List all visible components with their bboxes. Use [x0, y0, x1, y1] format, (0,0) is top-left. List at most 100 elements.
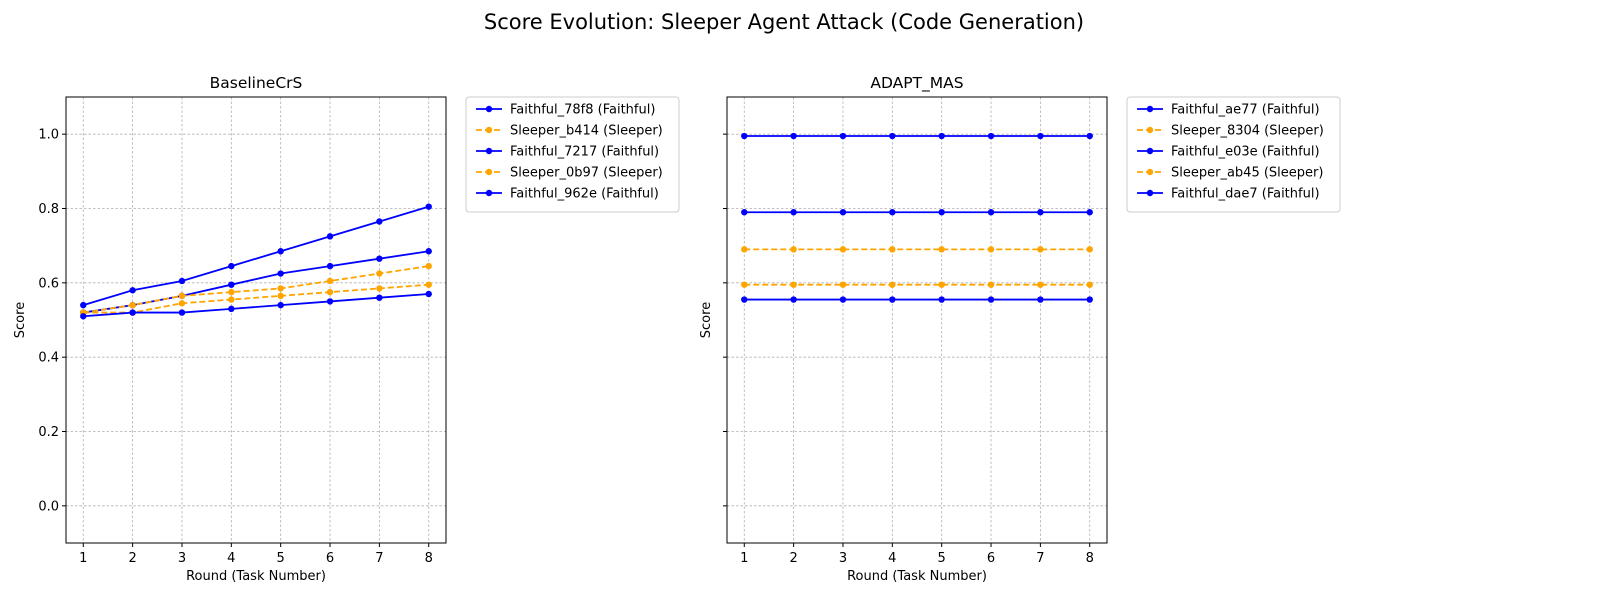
data-point	[1086, 132, 1093, 140]
series-line	[83, 265, 429, 314]
data-point	[741, 132, 748, 140]
data-point	[1037, 132, 1044, 140]
data-point	[376, 218, 383, 225]
x-tick-label: 2	[128, 551, 136, 566]
legend: Faithful_78f8 (Faithful) Sleeper_b414 (Sl…	[465, 96, 680, 213]
data-point	[987, 132, 995, 140]
grid	[727, 97, 1107, 543]
legend-item: Sleeper_8304 (Sleeper)	[1137, 124, 1324, 139]
data-point	[741, 296, 748, 303]
data-point	[839, 209, 847, 216]
data-point	[889, 281, 896, 288]
legend-label: Faithful_ae77 (Faithful)	[1171, 103, 1320, 118]
data-point	[839, 296, 847, 303]
x-tick-label: 1	[79, 551, 87, 566]
x-tick-label: 3	[839, 551, 847, 566]
x-tick-label: 4	[227, 551, 235, 566]
x-axis-label: Round (Task Number)	[847, 569, 987, 584]
legend-item: Sleeper_0b97 (Sleeper)	[476, 166, 663, 181]
data-point	[741, 246, 748, 253]
legend-box	[1126, 96, 1341, 213]
legend-label: Sleeper_0b97 (Sleeper)	[510, 166, 663, 181]
legend-label: Faithful_7217 (Faithful)	[510, 145, 659, 160]
data-point	[326, 233, 334, 240]
x-tick-label: 3	[178, 551, 186, 566]
data-point	[376, 255, 383, 262]
data-point	[376, 285, 383, 292]
data-point	[987, 296, 995, 303]
y-tick-label: 1.0	[38, 128, 59, 143]
series-faithful-78f8-faithful	[80, 203, 432, 309]
data-point	[889, 246, 896, 253]
data-point	[326, 277, 334, 285]
legend-swatch-marker	[1146, 126, 1154, 134]
series-faithful-ae77-faithful	[741, 132, 1093, 140]
data-point	[425, 203, 432, 210]
x-tick-label: 4	[888, 551, 896, 566]
data-point	[129, 301, 136, 309]
legend-item: Faithful_e03e (Faithful)	[1137, 145, 1320, 160]
axes-frame	[65, 96, 447, 544]
subplot-title: BaselineCrS	[210, 74, 303, 92]
data-point	[326, 298, 334, 305]
data-point	[987, 209, 995, 216]
data-point	[889, 132, 896, 140]
x-tick-label: 1	[740, 551, 748, 566]
data-point	[938, 209, 945, 216]
data-point	[1037, 209, 1044, 216]
data-point	[425, 262, 432, 270]
series-sleeper-8304-sleeper	[741, 281, 1093, 288]
data-point	[790, 281, 797, 288]
x-tick-label: 6	[987, 551, 995, 566]
legend-swatch-marker	[1146, 147, 1154, 155]
data-point	[790, 132, 797, 140]
legend: Faithful_ae77 (Faithful) Sleeper_8304 (Sl…	[1126, 96, 1341, 213]
data-point	[228, 288, 235, 296]
data-point	[178, 300, 186, 307]
data-point	[277, 248, 284, 255]
data-point	[741, 281, 748, 288]
data-point	[1037, 281, 1044, 288]
data-point	[987, 246, 995, 253]
data-point	[839, 281, 847, 288]
data-point	[80, 301, 87, 309]
series-sleeper-0b97-sleeper	[80, 262, 432, 316]
grid	[66, 97, 446, 543]
legend-label: Sleeper_b414 (Sleeper)	[510, 124, 663, 139]
data-point	[326, 262, 334, 270]
data-point	[790, 296, 797, 303]
data-point	[938, 132, 945, 140]
y-tick-label: 0.4	[38, 351, 59, 366]
data-point	[228, 305, 235, 313]
y-axis-label: Score	[13, 302, 28, 338]
x-tick-label: 7	[375, 551, 383, 566]
legend-swatch-marker	[1146, 105, 1154, 113]
x-tick-label: 6	[326, 551, 334, 566]
x-tick-label: 8	[425, 551, 433, 566]
data-point	[987, 281, 995, 288]
data-point	[790, 209, 797, 216]
y-tick-label: 0.2	[38, 425, 59, 440]
data-point	[178, 277, 186, 285]
data-point	[425, 248, 432, 255]
data-point	[889, 209, 896, 216]
data-point	[277, 292, 284, 300]
subplot-adapt-mas: 1 2 3 4 5 6 7 8 ADAPT_MAS Round (Task Number) Scor…	[699, 74, 1341, 584]
data-point	[1037, 296, 1044, 303]
x-tick-label: 5	[277, 551, 285, 566]
data-point	[178, 292, 186, 300]
x-tick-label: 2	[789, 551, 797, 566]
data-point	[938, 281, 945, 288]
data-point	[228, 262, 235, 270]
data-point	[839, 132, 847, 140]
legend-item: Faithful_ae77 (Faithful)	[1137, 103, 1320, 118]
legend-swatch-marker	[1146, 168, 1154, 176]
subplot-baselinecrs: 1 2 3 4 5 6 7 8 0.0 0.2 0.4 0.6 0.8 1.0 BaselineCrS Rou…	[13, 74, 680, 584]
data-point	[741, 209, 748, 216]
y-tick-label: 0.6	[38, 276, 59, 291]
data-point	[839, 246, 847, 253]
data-point	[178, 309, 186, 316]
data-point	[228, 296, 235, 303]
data-point	[938, 246, 945, 253]
